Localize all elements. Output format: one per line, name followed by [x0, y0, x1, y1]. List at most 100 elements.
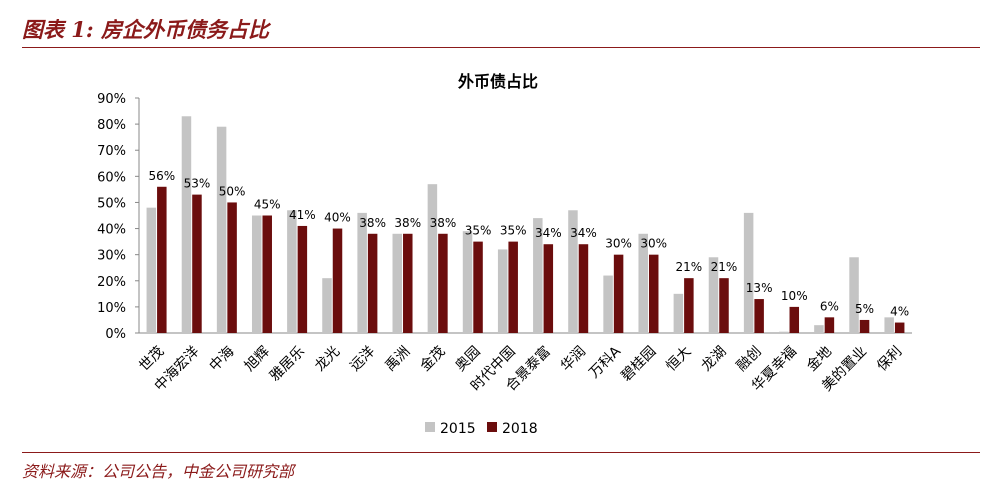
- data-labels: 56% 53% 50% 45% 41% 40% 38% 38% 38% 35% 35% 34% 34% 3…: [148, 169, 909, 319]
- bar-2015: [849, 257, 859, 333]
- y-tick-label: 30%: [97, 249, 126, 264]
- category-label: 远洋: [347, 344, 378, 375]
- bar-2015: [251, 215, 262, 333]
- data-label-2018: 30%: [605, 237, 632, 251]
- category-label: 雅居乐: [267, 344, 308, 385]
- y-tick-label: 60%: [97, 170, 126, 185]
- category-label: 龙光: [312, 344, 343, 375]
- data-label-2018: 38%: [430, 216, 457, 230]
- data-label-2018: 56%: [148, 169, 175, 183]
- bar-2015: [497, 249, 508, 333]
- data-label-2018: 5%: [855, 302, 874, 316]
- category-label: 恒大: [663, 344, 694, 375]
- data-label-2018: 34%: [570, 226, 597, 240]
- bar-2015: [884, 317, 894, 333]
- y-tick-label: 80%: [97, 118, 126, 133]
- top-divider: [22, 47, 980, 48]
- data-label-2018: 35%: [500, 224, 527, 238]
- data-label-2018: 41%: [289, 208, 316, 222]
- bar-2018: [684, 278, 694, 333]
- bars: [146, 116, 905, 334]
- data-label-2018: 35%: [465, 224, 492, 238]
- y-tick-label: 20%: [97, 275, 126, 290]
- bar-2018: [578, 244, 589, 333]
- source-note: 资料来源：公司公告，中金公司研究部: [22, 462, 295, 481]
- legend-label-2015: 2015: [440, 421, 476, 437]
- bar-2015: [673, 293, 684, 333]
- bar-2018: [508, 241, 518, 333]
- bar-2018: [648, 254, 659, 333]
- bar-2015: [814, 325, 824, 333]
- bar-2018: [157, 186, 167, 333]
- y-tick-label: 70%: [97, 144, 126, 159]
- data-label-2018: 38%: [394, 216, 421, 230]
- bar-2018: [543, 244, 554, 333]
- data-label-2018: 21%: [711, 260, 738, 274]
- legend-label-2018: 2018: [502, 421, 538, 437]
- bar-2018: [754, 299, 764, 333]
- bar-2015: [216, 126, 227, 333]
- data-label-2018: 50%: [219, 184, 246, 198]
- bar-2015: [708, 257, 719, 333]
- data-label-2018: 38%: [359, 216, 386, 230]
- bar-2018: [824, 317, 835, 333]
- bar-2015: [287, 210, 297, 333]
- bar-2018: [859, 319, 870, 333]
- bar-2015: [533, 218, 543, 333]
- bar-2018: [367, 233, 378, 333]
- bar-2018: [192, 194, 202, 333]
- bar-2015: [322, 278, 332, 333]
- bar-2015: [357, 212, 367, 333]
- bar-2018: [332, 228, 343, 333]
- category-label: 保利: [874, 344, 905, 375]
- bar-2015: [779, 331, 789, 333]
- bar-2018: [789, 306, 800, 333]
- legend-swatch-2018: [487, 422, 497, 432]
- category-label: 融创: [734, 344, 765, 375]
- data-label-2018: 6%: [820, 299, 839, 313]
- figure-title: 图表 1: 房企外币债务占比: [22, 17, 269, 42]
- bar-2018: [719, 278, 729, 333]
- bar-2015: [603, 275, 613, 333]
- data-label-2018: 34%: [535, 226, 562, 240]
- bar-2018: [473, 241, 483, 333]
- bar-2015: [743, 212, 754, 333]
- data-label-2018: 13%: [746, 281, 773, 295]
- y-tick-label: 0%: [105, 327, 126, 342]
- bar-2015: [638, 233, 648, 333]
- bar-chart: 外币债占比 0% 10% 20% 30% 40% 50% 60% 70% 80% 90% 56% 5…: [97, 72, 912, 437]
- bar-2018: [227, 202, 237, 333]
- category-label: 金地: [804, 344, 835, 375]
- y-tick-label: 10%: [97, 301, 126, 316]
- bar-2018: [438, 233, 448, 333]
- category-label: 禹洲: [382, 344, 413, 375]
- bar-2018: [894, 322, 905, 333]
- data-label-2018: 45%: [254, 198, 281, 212]
- category-label: 华润: [558, 344, 589, 375]
- bar-2018: [262, 215, 272, 333]
- legend-swatch-2015: [425, 422, 435, 432]
- bar-2015: [568, 210, 578, 333]
- category-label: 中海: [207, 344, 238, 375]
- legend: 2015 2018: [425, 421, 538, 437]
- y-tick-label: 50%: [97, 196, 126, 211]
- category-label: 奥园: [452, 343, 484, 375]
- data-label-2018: 30%: [640, 237, 667, 251]
- category-label: 龙湖: [698, 344, 729, 375]
- y-tick-label: 90%: [97, 92, 126, 107]
- bar-2018: [403, 233, 413, 333]
- bottom-divider: [22, 452, 980, 453]
- bar-2018: [297, 225, 308, 333]
- category-label: 碧桂园: [618, 344, 659, 385]
- category-label: 万科A: [586, 343, 624, 381]
- bar-2018: [613, 254, 624, 333]
- chart-title: 外币债占比: [457, 72, 538, 91]
- data-label-2018: 10%: [781, 289, 808, 303]
- bar-2015: [427, 184, 438, 333]
- y-tick-label: 40%: [97, 223, 126, 238]
- category-label: 金茂: [417, 343, 449, 375]
- bar-2015: [146, 207, 157, 333]
- y-axis: 0% 10% 20% 30% 40% 50% 60% 70% 80% 90%: [97, 92, 912, 342]
- bar-2015: [392, 233, 403, 333]
- category-label: 世茂: [136, 343, 168, 375]
